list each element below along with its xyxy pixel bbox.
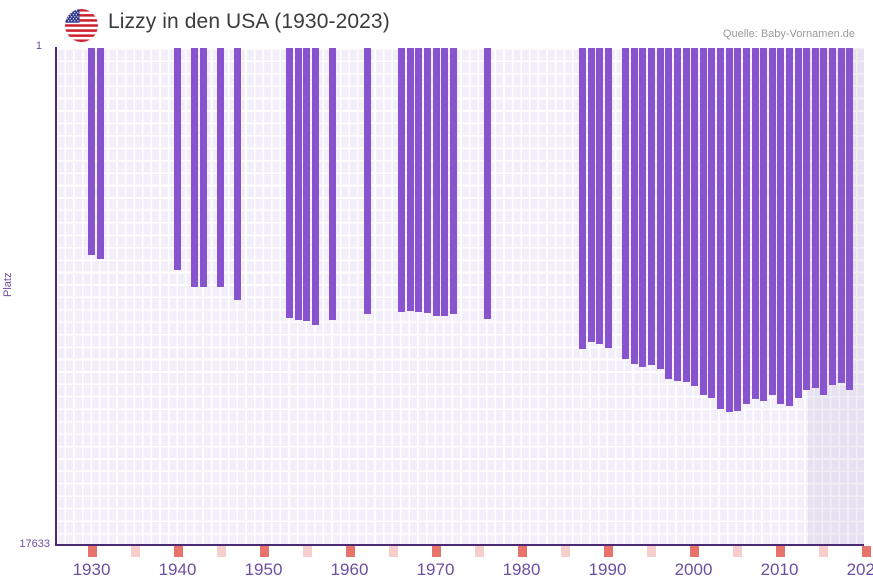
tick-mark-1965 (389, 546, 398, 557)
bar[interactable] (364, 48, 371, 314)
tick-mark-2010 (776, 546, 785, 557)
plot-area (56, 48, 864, 545)
bar[interactable] (174, 48, 181, 270)
tick-mark-1980 (518, 546, 527, 557)
bar[interactable] (657, 48, 664, 369)
bar[interactable] (795, 48, 802, 398)
bar[interactable] (769, 48, 776, 395)
bar[interactable] (622, 48, 629, 359)
bar[interactable] (812, 48, 819, 388)
bar[interactable] (665, 48, 672, 379)
y-axis-title: Platz (2, 272, 14, 297)
bar[interactable] (786, 48, 793, 406)
bar[interactable] (708, 48, 715, 398)
bar[interactable] (433, 48, 440, 316)
x-tick-label-1930: 1930 (72, 560, 111, 579)
bar[interactable] (683, 48, 690, 382)
x-tick-label-1940: 1940 (158, 560, 197, 579)
x-tick-label-2020: 2020 (846, 560, 873, 579)
x-tick-label-1970: 1970 (416, 560, 455, 579)
x-axis-tick-strip (56, 546, 871, 557)
tick-mark-1935 (131, 546, 140, 557)
tick-mark-1970 (432, 546, 441, 557)
bar[interactable] (312, 48, 319, 325)
bar[interactable] (596, 48, 603, 344)
bar[interactable] (752, 48, 759, 399)
bar[interactable] (191, 48, 198, 287)
bar[interactable] (484, 48, 491, 319)
bar[interactable] (700, 48, 707, 395)
bar[interactable] (648, 48, 655, 365)
source-label: Quelle: Baby-Vornamen.de (722, 28, 855, 40)
tick-mark-1930 (88, 546, 97, 557)
tick-mark-2020 (862, 546, 871, 557)
tick-mark-1995 (647, 546, 656, 557)
bar[interactable] (407, 48, 414, 311)
us-flag-icon (65, 9, 98, 42)
bar[interactable] (760, 48, 767, 401)
chart-title: Lizzy in den USA (1930-2023) (108, 10, 390, 33)
tick-mark-1940 (174, 546, 183, 557)
bar[interactable] (726, 48, 733, 412)
bar[interactable] (743, 48, 750, 404)
bar[interactable] (674, 48, 681, 381)
tick-mark-1950 (260, 546, 269, 557)
bar[interactable] (286, 48, 293, 318)
y-tick-label-top: 1 (35, 40, 42, 52)
tick-mark-1955 (303, 546, 312, 557)
x-tick-label-1950: 1950 (244, 560, 283, 579)
bar[interactable] (398, 48, 405, 312)
bar[interactable] (734, 48, 741, 411)
bar[interactable] (846, 48, 853, 390)
bar[interactable] (217, 48, 224, 287)
bar[interactable] (829, 48, 836, 385)
y-axis-line (55, 47, 57, 546)
bar[interactable] (717, 48, 724, 409)
bar[interactable] (588, 48, 595, 342)
bar[interactable] (415, 48, 422, 312)
bar[interactable] (303, 48, 310, 321)
bar[interactable] (777, 48, 784, 404)
x-tick-label-1990: 1990 (588, 560, 627, 579)
bar[interactable] (295, 48, 302, 320)
x-tick-label-1980: 1980 (502, 560, 541, 579)
tick-mark-1990 (604, 546, 613, 557)
bar[interactable] (424, 48, 431, 313)
bar[interactable] (639, 48, 646, 367)
bar[interactable] (820, 48, 827, 395)
bar[interactable] (838, 48, 845, 383)
x-axis-line (55, 544, 864, 546)
x-tick-label-2010: 2010 (760, 560, 799, 579)
bar[interactable] (88, 48, 95, 255)
bar[interactable] (631, 48, 638, 364)
bar[interactable] (234, 48, 241, 300)
tick-mark-1960 (346, 546, 355, 557)
tick-mark-2015 (819, 546, 828, 557)
bar[interactable] (441, 48, 448, 316)
tick-mark-2000 (690, 546, 699, 557)
bar[interactable] (329, 48, 336, 320)
bar[interactable] (605, 48, 612, 348)
bar[interactable] (691, 48, 698, 386)
tick-mark-1985 (561, 546, 570, 557)
bar[interactable] (579, 48, 586, 349)
bar[interactable] (803, 48, 810, 390)
x-tick-label-2000: 2000 (674, 560, 713, 579)
bar[interactable] (450, 48, 457, 314)
tick-mark-1945 (217, 546, 226, 557)
chart-header: Lizzy in den USA (1930-2023) Quelle: Bab… (0, 0, 873, 48)
tick-mark-1975 (475, 546, 484, 557)
tick-mark-2005 (733, 546, 742, 557)
bars-layer (56, 48, 864, 545)
x-tick-label-1960: 1960 (330, 560, 369, 579)
bar[interactable] (200, 48, 207, 287)
y-tick-label-bottom: 17633 (19, 538, 50, 550)
bar[interactable] (97, 48, 104, 259)
